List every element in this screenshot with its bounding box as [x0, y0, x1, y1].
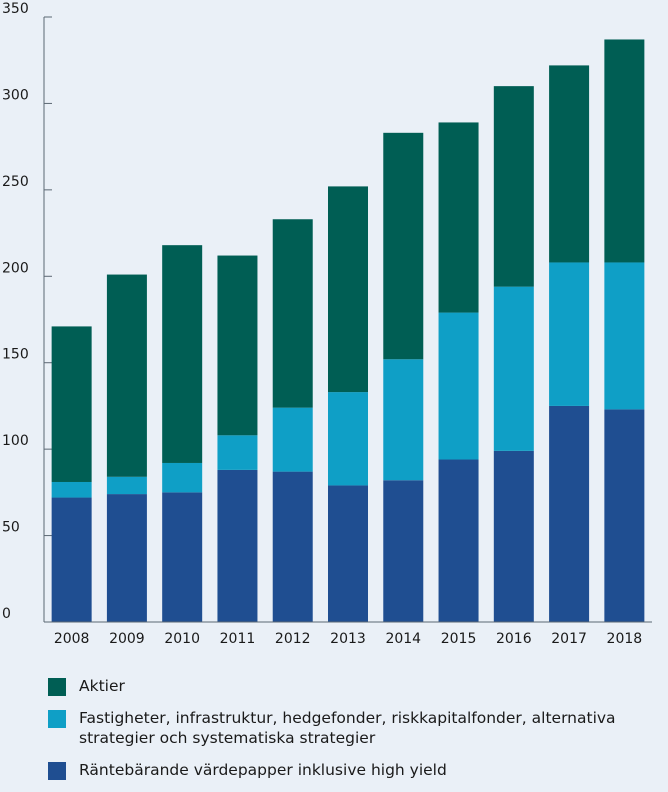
bar-segment [604, 409, 645, 622]
bar-segment [106, 476, 147, 495]
bar-segment [272, 471, 313, 622]
legend-item-alternativa: Fastigheter, infrastruktur, hedgefonder,… [48, 708, 663, 748]
bar-segment [51, 481, 92, 498]
y-tick-label: 100 [2, 433, 29, 449]
x-tick-label: 2014 [385, 631, 421, 647]
bar-segment [493, 450, 534, 622]
bar-segment [549, 262, 590, 406]
bars [51, 39, 645, 622]
bar-segment [493, 86, 534, 287]
x-tick-label: 2011 [220, 631, 256, 647]
bar-segment [328, 392, 368, 486]
bar-segment [217, 255, 258, 436]
bar-segment [438, 312, 479, 460]
x-tick-label: 2016 [496, 631, 532, 647]
legend-swatch-rantebarande [48, 762, 66, 780]
bar-segment [383, 480, 424, 622]
x-tick-label: 2012 [275, 631, 311, 647]
legend-label: Fastigheter, infrastruktur, hedgefonder,… [79, 709, 616, 747]
bar-segment [162, 462, 203, 493]
bar-segment [106, 274, 147, 477]
y-tick-label: 350 [2, 1, 29, 17]
bar-segment [549, 65, 590, 263]
x-tick-label: 2008 [54, 631, 90, 647]
bar-segment [162, 492, 203, 622]
bar-segment [328, 186, 368, 393]
bar-segment [272, 407, 313, 472]
x-axis: 2008 2009 2010 2011 2012 2013 2014 2015 2016 2017… [44, 621, 652, 647]
bar-segment [162, 245, 203, 463]
x-tick-label: 2015 [441, 631, 477, 647]
y-tick-label: 50 [2, 520, 20, 536]
legend-item-aktier: Aktier [48, 676, 663, 696]
bar-segment [217, 469, 258, 622]
bar-segment [438, 122, 479, 313]
bar-segment [493, 286, 534, 451]
bar-segment [549, 405, 590, 622]
bar-segment [272, 219, 313, 408]
legend-swatch-aktier [48, 678, 66, 696]
legend-label: Aktier [79, 677, 125, 695]
bar-segment [328, 485, 368, 622]
bar-segment [51, 326, 92, 482]
y-tick-label: 0 [2, 606, 11, 622]
y-tick-label: 200 [2, 260, 29, 276]
y-tick-label: 150 [2, 347, 29, 363]
x-tick-label: 2013 [330, 631, 366, 647]
bar-segment [438, 459, 479, 622]
legend: Aktier Fastigheter, infrastruktur, hedge… [48, 676, 663, 792]
x-tick-label: 2017 [551, 631, 587, 647]
y-tick-label: 250 [2, 174, 29, 190]
bar-segment [106, 494, 147, 622]
bar-segment [604, 262, 645, 410]
y-tick-label: 300 [2, 87, 29, 103]
x-tick-label: 2010 [164, 631, 200, 647]
bar-segment [383, 132, 424, 360]
legend-label: Räntebärande värdepapper inklusive high … [79, 761, 447, 779]
legend-swatch-alternativa [48, 710, 66, 728]
x-tick-label: 2009 [109, 631, 145, 647]
bar-segment [217, 435, 258, 470]
bar-segment [51, 497, 92, 622]
bar-segment [383, 359, 424, 481]
bar-segment [604, 39, 645, 263]
legend-item-rantebarande: Räntebärande värdepapper inklusive high … [48, 760, 663, 780]
y-axis: 0 50 100 150 200 250 300 350 [2, 1, 52, 623]
x-tick-label: 2018 [607, 631, 643, 647]
